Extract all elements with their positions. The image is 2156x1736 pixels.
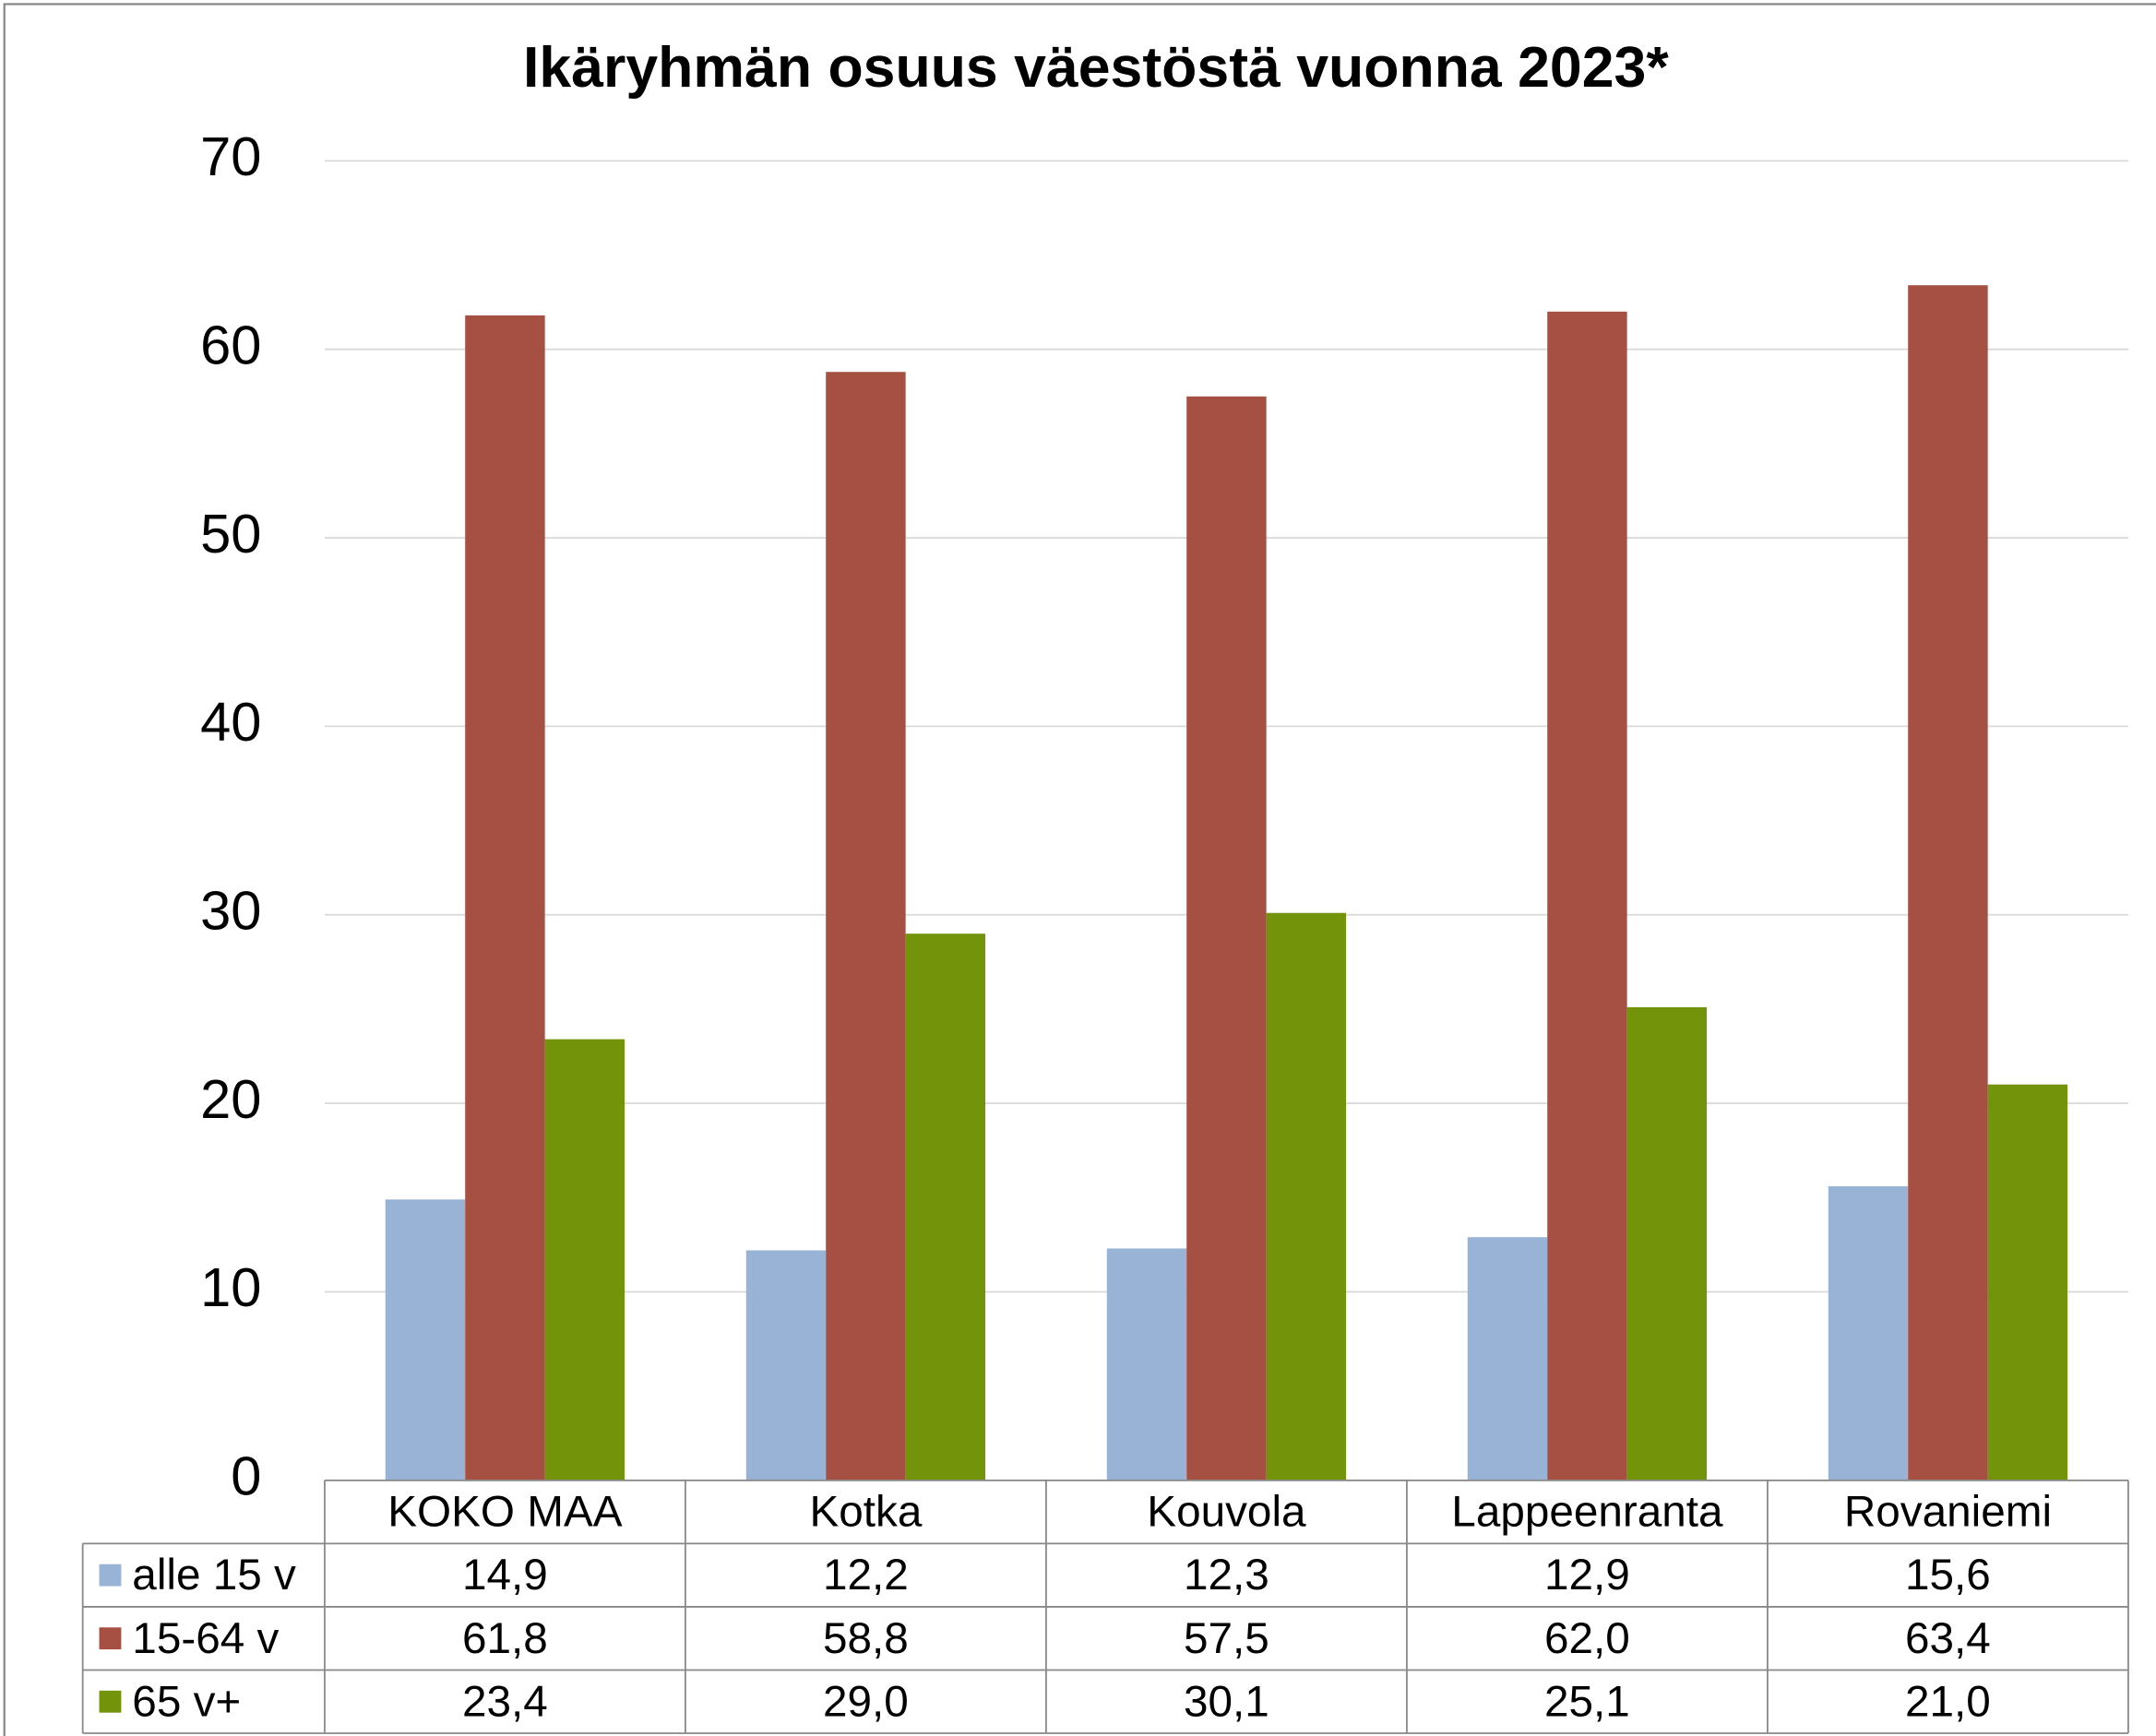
y-tick-label: 70	[200, 125, 261, 187]
data-table-value: 58,8	[823, 1614, 909, 1663]
bar	[1828, 1186, 1909, 1480]
data-table-value: 63,4	[1905, 1614, 1991, 1663]
legend-label: alle 15 v	[132, 1551, 296, 1599]
x-tick-label: Kouvola	[1147, 1488, 1306, 1537]
bar	[1547, 311, 1627, 1480]
bar	[1987, 1084, 2068, 1480]
data-table-value: 12,2	[823, 1551, 909, 1599]
y-tick-label: 50	[200, 503, 261, 565]
y-tick-label: 0	[231, 1445, 261, 1507]
bar	[826, 372, 906, 1480]
y-tick-label: 60	[200, 314, 261, 375]
legend-swatch	[99, 1627, 122, 1650]
bar	[544, 1039, 625, 1480]
data-table-value: 25,1	[1544, 1677, 1630, 1726]
data-table-value: 57,5	[1184, 1614, 1269, 1663]
bar	[1908, 285, 1988, 1480]
bar	[745, 1250, 827, 1480]
bar	[1106, 1248, 1187, 1480]
legend-label: 15-64 v	[132, 1614, 279, 1663]
data-table-value: 23,4	[462, 1677, 548, 1726]
x-tick-label: Kotka	[809, 1488, 922, 1537]
y-tick-label: 20	[200, 1068, 261, 1130]
bar	[1186, 396, 1267, 1480]
legend-label: 65 v+	[132, 1677, 241, 1726]
legend-swatch	[99, 1564, 122, 1587]
x-tick-label: Lappeenranta	[1451, 1488, 1723, 1537]
y-tick-label: 40	[200, 691, 261, 753]
legend-swatch	[99, 1690, 122, 1713]
bar	[1266, 912, 1347, 1480]
data-table-value: 30,1	[1184, 1677, 1269, 1726]
x-tick-label: Rovaniemi	[1844, 1488, 2052, 1537]
data-table-value: 62,0	[1544, 1614, 1630, 1663]
bar	[905, 933, 986, 1480]
data-table-value: 12,3	[1184, 1551, 1269, 1599]
data-table-value: 61,8	[462, 1614, 548, 1663]
x-tick-label: KOKO MAA	[387, 1488, 623, 1537]
bar	[465, 315, 545, 1480]
chart-title: Ikäryhmän osuus väestöstä vuonna 2023*	[523, 35, 1669, 100]
data-table-value: 12,9	[1544, 1551, 1630, 1599]
bar	[385, 1199, 466, 1480]
data-table-value: 15,6	[1905, 1551, 1991, 1599]
bar	[1467, 1237, 1548, 1480]
data-table-value: 21,0	[1905, 1677, 1991, 1726]
chart-border	[3, 3, 2156, 1736]
data-table-value: 29,0	[823, 1677, 909, 1726]
y-tick-label: 10	[200, 1256, 261, 1318]
y-tick-label: 30	[200, 880, 261, 942]
bar	[1626, 1006, 1708, 1480]
data-table-value: 14,9	[462, 1551, 548, 1599]
